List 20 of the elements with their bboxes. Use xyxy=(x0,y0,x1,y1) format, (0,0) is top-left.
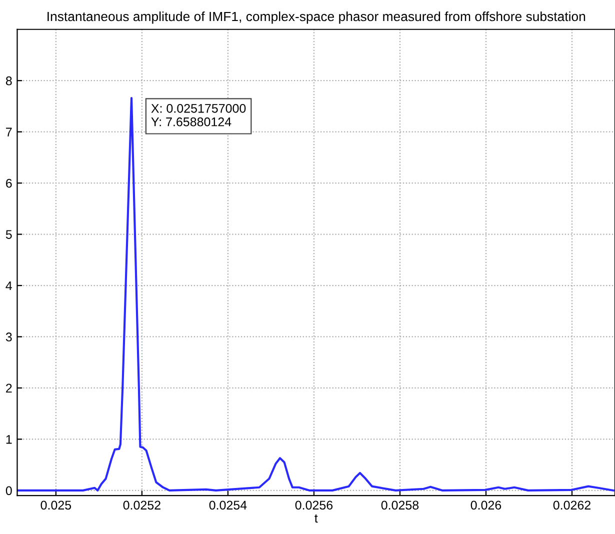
y-tick-label: 3 xyxy=(6,332,12,342)
x-tick-label: 0.0252 xyxy=(123,500,160,510)
y-tick-label: 6 xyxy=(6,178,12,188)
x-tick-label: 0.0254 xyxy=(209,500,247,510)
y-tick-label: 1 xyxy=(6,435,12,444)
y-tick-label: 5 xyxy=(6,230,12,239)
chart-title: Instantaneous amplitude of IMF1, complex-space phasor measured from offshore substation xyxy=(48,11,586,24)
x-axis-title: t xyxy=(314,514,318,523)
x-tick-label: 0.026 xyxy=(470,500,502,510)
annotation: X: 0.0251757000 Y: 7.65880124 xyxy=(151,104,246,126)
y-tick-label: 8 xyxy=(6,76,12,86)
y-tick-label: 4 xyxy=(6,281,12,290)
y-tick-label: 2 xyxy=(6,384,12,392)
x-tick-label: 0.0258 xyxy=(381,500,419,510)
x-tick-label: 0.0262 xyxy=(553,500,590,510)
y-tick-label: 0 xyxy=(6,486,12,496)
x-tick-label: 0.0256 xyxy=(295,500,333,510)
y-tick-label: 7 xyxy=(6,128,12,136)
x-tick-label: 0.025 xyxy=(40,500,72,510)
line-series xyxy=(17,97,614,492)
